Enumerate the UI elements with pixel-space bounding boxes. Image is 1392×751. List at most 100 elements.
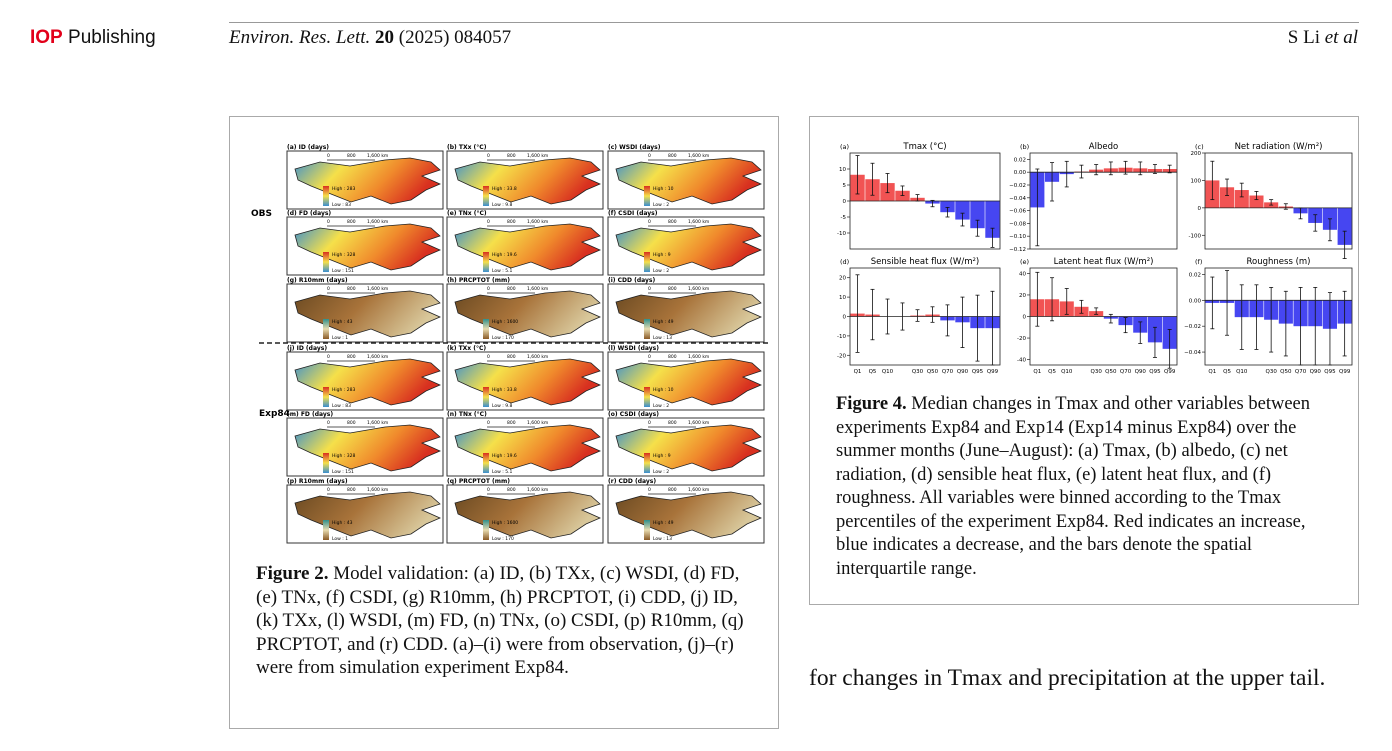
color-legend <box>323 520 329 540</box>
bar <box>1219 187 1235 208</box>
color-legend <box>644 520 650 540</box>
y-tick-label: -10 <box>837 231 846 237</box>
legend-high: High : 1600 <box>492 319 518 325</box>
y-tick-label: 20 <box>839 276 846 282</box>
publisher: IOP Publishing <box>30 27 156 49</box>
scale-label: 1,600 km <box>688 420 709 426</box>
header-rule <box>229 22 1359 23</box>
plot-frame <box>1029 152 1178 250</box>
y-tick-label: 20 <box>1019 293 1026 299</box>
x-tick-label: Q50 <box>1105 369 1117 375</box>
bar <box>1249 195 1264 208</box>
y-tick-label: 40 <box>1019 271 1026 277</box>
panel-letter: (c) <box>1195 143 1204 151</box>
legend-high: High : 283 <box>332 387 355 393</box>
scale-label: 1,600 km <box>367 153 388 159</box>
row-label: OBS <box>251 209 272 219</box>
plot-frame <box>1204 152 1353 250</box>
y-tick-label: -5 <box>841 215 847 221</box>
panel-title: (b) TXx (°C) <box>447 144 487 151</box>
legend-high: High : 9 <box>653 453 671 459</box>
scale-label: 1,600 km <box>527 153 548 159</box>
scale-label: 1,600 km <box>367 354 388 360</box>
legend-high: High : 283 <box>332 186 355 192</box>
color-legend <box>323 186 329 206</box>
legend-low: Low : 9.8 <box>492 403 513 409</box>
scale-label: 800 <box>668 354 677 360</box>
scale-label: 1,600 km <box>527 286 548 292</box>
legend-low: Low : 83 <box>332 403 351 409</box>
bar <box>970 201 985 229</box>
legend-high: High : 328 <box>332 252 355 258</box>
chart-title: Latent heat flux (W/m²) <box>1054 257 1154 267</box>
y-tick-label: 0 <box>843 315 847 321</box>
plot-frame <box>849 152 1001 250</box>
x-tick-label: Q30 <box>912 369 924 375</box>
journal-name: Environ. Res. Lett. <box>229 27 371 48</box>
scale-label: 0 <box>648 153 651 159</box>
scale-label: 800 <box>668 286 677 292</box>
body-text: for changes in Tmax and precipitation at… <box>809 665 1326 691</box>
x-tick-label: Q90 <box>1135 369 1147 375</box>
scale-label: 800 <box>507 153 516 159</box>
chart-title: Albedo <box>1089 142 1118 152</box>
color-legend <box>483 520 489 540</box>
panel-title: (i) CDD (days) <box>608 277 655 284</box>
scale-label: 1,600 km <box>367 286 388 292</box>
scale-label: 0 <box>327 420 330 426</box>
figure2-caption: Figure 2. Model validation: (a) ID, (b) … <box>256 562 751 680</box>
bar <box>955 201 970 220</box>
scale-label: 0 <box>487 219 490 225</box>
scale-label: 0 <box>648 487 651 493</box>
y-tick-label: −0.10 <box>1009 234 1026 240</box>
caption-text: Model validation: (a) ID, (b) TXx, (c) W… <box>256 563 744 678</box>
color-legend <box>644 186 650 206</box>
legend-low: Low : 5.1 <box>492 268 513 274</box>
chart-title: Roughness (m) <box>1247 257 1311 267</box>
x-tick-label: Q90 <box>957 369 969 375</box>
legend-high: High : 10 <box>653 387 674 393</box>
legend-high: High : 43 <box>332 319 353 325</box>
scale-label: 1,600 km <box>527 219 548 225</box>
panel-title: (g) R10mm (days) <box>287 277 348 284</box>
y-tick-label: 5 <box>843 183 847 189</box>
panel-letter: (f) <box>1195 258 1202 266</box>
panel-title: (a) ID (days) <box>287 144 329 151</box>
y-tick-label: −0.12 <box>1009 247 1026 253</box>
legend-low: Low : 151 <box>332 268 354 274</box>
panel-title: (q) PRCPTOT (mm) <box>447 478 510 485</box>
y-tick-label: -40 <box>1017 358 1026 364</box>
x-tick-label: Q95 <box>972 369 984 375</box>
x-tick-label: Q5 <box>1048 369 1056 375</box>
legend-low: Low : 9.8 <box>492 202 513 208</box>
panel-title: (p) R10mm (days) <box>287 478 348 485</box>
panel-title: (c) WSDI (days) <box>608 144 661 151</box>
panel-title: (h) PRCPTOT (mm) <box>447 277 510 284</box>
panel-title: (d) FD (days) <box>287 210 331 217</box>
y-tick-label: -10 <box>837 334 846 340</box>
scale-label: 0 <box>327 354 330 360</box>
panel-title: (e) TNx (°C) <box>447 210 487 217</box>
x-tick-label: Q1 <box>1208 369 1216 375</box>
scale-label: 0 <box>327 219 330 225</box>
x-tick-label: Q30 <box>1090 369 1102 375</box>
color-legend <box>644 453 650 473</box>
row-label: Exp84 <box>259 409 290 419</box>
legend-low: Low : 2 <box>653 268 669 274</box>
x-tick-label: Q99 <box>1164 369 1176 375</box>
author-suffix: et al <box>1324 27 1358 48</box>
scale-label: 0 <box>648 354 651 360</box>
x-tick-label: Q30 <box>1265 369 1277 375</box>
legend-high: High : 49 <box>653 319 674 325</box>
x-tick-label: Q10 <box>1236 369 1248 375</box>
publisher-name: Publishing <box>68 27 156 48</box>
scale-label: 0 <box>487 153 490 159</box>
legend-high: High : 33.8 <box>492 186 517 192</box>
y-tick-label: 0.02 <box>1189 272 1201 278</box>
y-tick-label: 100 <box>1191 178 1202 184</box>
author: S Li et al <box>1288 27 1358 49</box>
x-tick-label: Q70 <box>1120 369 1132 375</box>
scale-label: 0 <box>648 420 651 426</box>
legend-low: Low : 2 <box>653 403 669 409</box>
x-tick-label: Q95 <box>1149 369 1161 375</box>
